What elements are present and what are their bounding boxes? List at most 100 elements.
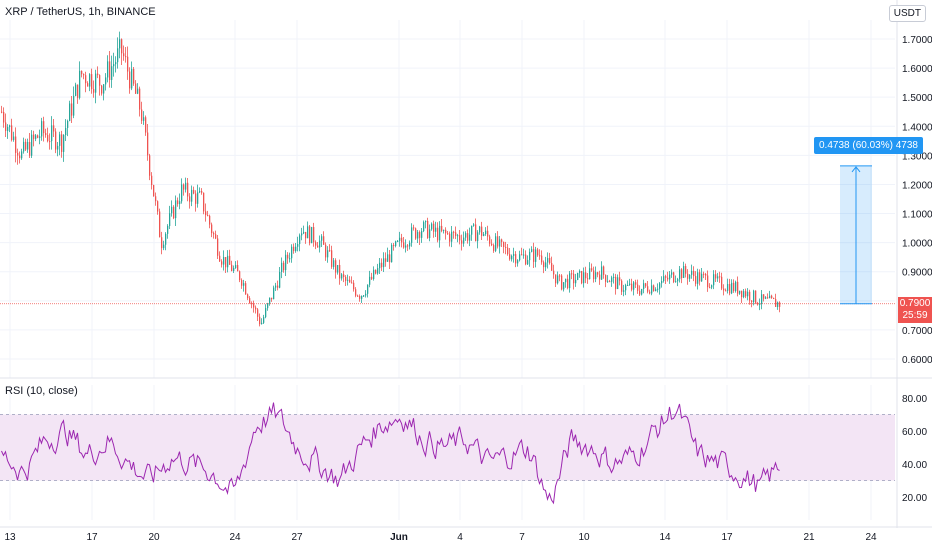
candle-body	[343, 274, 345, 277]
candle-body	[49, 141, 51, 143]
candle-body	[777, 302, 779, 307]
candle-body	[591, 268, 593, 271]
candle-body	[679, 269, 681, 280]
candle-body	[633, 282, 635, 290]
candle-body	[363, 295, 365, 297]
candle-body	[379, 262, 381, 269]
candle-body	[603, 266, 605, 275]
candle-body	[641, 288, 643, 295]
candle-body	[643, 283, 645, 289]
candle-body	[89, 74, 91, 87]
candle-body	[75, 84, 77, 96]
candle-body	[169, 213, 171, 226]
candle-body	[423, 222, 425, 232]
candle-body	[727, 284, 729, 291]
candle-body	[209, 215, 211, 225]
candle-body	[517, 260, 519, 264]
candle-body	[497, 236, 499, 247]
candle-body	[297, 244, 299, 247]
x-tick-label: 27	[291, 532, 303, 543]
x-tick-label: 20	[148, 532, 160, 543]
candle-body	[481, 226, 483, 236]
candle-body	[721, 276, 723, 289]
x-tick-label: 14	[659, 532, 671, 543]
candle-body	[479, 226, 481, 233]
candle-body	[541, 255, 543, 263]
candle-body	[671, 272, 673, 275]
candle-body	[451, 231, 453, 242]
candle-body	[141, 109, 143, 121]
candle-body	[385, 258, 387, 262]
candle-body	[729, 284, 731, 294]
candle-body	[311, 227, 313, 244]
candle-body	[289, 258, 291, 260]
candle-body	[101, 85, 103, 94]
candle-body	[613, 276, 615, 278]
candle-body	[629, 283, 631, 286]
candle-body	[515, 254, 517, 264]
candles-group	[1, 31, 781, 327]
candle-body	[159, 211, 161, 238]
candle-body	[123, 53, 125, 57]
candle-body	[509, 254, 511, 260]
x-tick-label: 24	[865, 532, 877, 543]
candle-body	[493, 245, 495, 251]
candle-body	[25, 141, 27, 150]
candle-body	[355, 289, 357, 296]
candle-body	[29, 141, 31, 156]
candle-body	[329, 250, 331, 252]
candle-body	[315, 242, 317, 246]
candle-body	[455, 232, 457, 237]
candle-body	[283, 262, 285, 271]
candle-body	[325, 244, 327, 258]
candle-body	[13, 136, 15, 140]
candle-body	[695, 276, 697, 284]
candle-body	[525, 254, 527, 265]
candle-body	[597, 272, 599, 275]
candle-body	[273, 287, 275, 300]
candle-body	[549, 258, 551, 264]
candle-body	[205, 211, 207, 216]
candle-body	[377, 268, 379, 274]
candle-body	[691, 270, 693, 275]
currency-button[interactable]: USDT	[888, 5, 926, 22]
candle-body	[593, 270, 595, 280]
candle-body	[499, 239, 501, 247]
candle-body	[331, 250, 333, 267]
candle-body	[759, 303, 761, 305]
candle-body	[555, 274, 557, 284]
candle-body	[279, 271, 281, 288]
candle-body	[33, 134, 35, 139]
candle-body	[109, 61, 111, 80]
candle-body	[653, 285, 655, 292]
candle-body	[11, 125, 13, 140]
candle-body	[227, 255, 229, 268]
candle-body	[317, 245, 319, 248]
candle-body	[137, 88, 139, 94]
candle-body	[761, 294, 763, 304]
candle-body	[647, 286, 649, 292]
candle-body	[335, 260, 337, 273]
candle-body	[7, 127, 9, 131]
candle-body	[393, 244, 395, 246]
candle-body	[211, 224, 213, 234]
candle-body	[43, 121, 45, 134]
candle-body	[507, 247, 509, 255]
candle-body	[439, 225, 441, 241]
candle-body	[693, 270, 695, 277]
candle-body	[707, 275, 709, 288]
candle-body	[47, 135, 49, 142]
price-tick-label: 1.7000	[902, 35, 932, 46]
rsi-tick-label: 40.00	[902, 460, 927, 471]
candle-body	[359, 296, 361, 299]
candle-body	[65, 127, 67, 136]
candle-body	[725, 290, 727, 292]
candle-body	[435, 227, 437, 232]
candle-body	[421, 231, 423, 238]
candle-body	[701, 273, 703, 282]
candle-body	[645, 283, 647, 287]
candle-body	[293, 246, 295, 252]
candle-body	[741, 290, 743, 298]
candle-body	[399, 237, 401, 241]
